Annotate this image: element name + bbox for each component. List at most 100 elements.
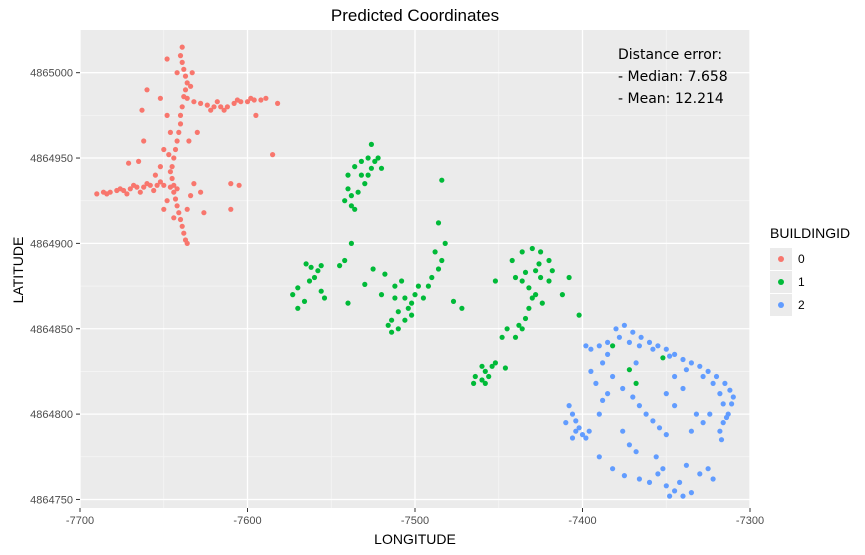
point-building-0	[179, 104, 185, 110]
point-building-2	[596, 454, 602, 460]
point-building-0	[164, 112, 170, 118]
point-building-2	[620, 428, 626, 434]
point-building-0	[182, 87, 189, 93]
point-building-0	[171, 155, 177, 161]
point-building-1	[368, 141, 374, 147]
point-building-2	[723, 414, 730, 421]
point-building-0	[171, 189, 177, 195]
point-building-1	[522, 269, 529, 275]
point-building-2	[688, 360, 695, 366]
y-tick-label: 4864750	[30, 494, 73, 506]
point-building-0	[174, 186, 180, 192]
legend-key-1	[770, 270, 792, 293]
legend-title: BUILDINGID	[770, 225, 851, 241]
point-building-1	[382, 271, 388, 277]
annotation-line-heading: Distance error:	[618, 47, 723, 63]
y-tick-label: 4864850	[30, 324, 73, 336]
point-building-0	[186, 138, 192, 144]
point-building-0	[176, 129, 182, 135]
point-building-0	[141, 184, 147, 190]
point-building-0	[167, 169, 173, 175]
point-building-2	[621, 322, 628, 328]
point-building-2	[613, 326, 619, 332]
point-building-0	[236, 182, 242, 188]
point-building-0	[191, 99, 197, 105]
point-building-0	[181, 230, 187, 236]
axis-tick-labels: -7700 -7600 -7500 -7400 -7300 4864750 4864800 4…	[30, 68, 764, 527]
point-building-0	[139, 107, 145, 113]
point-building-0	[157, 164, 163, 170]
legend-label-0: 0	[798, 251, 805, 266]
legend-item-1: 1	[770, 270, 850, 293]
point-building-2	[680, 493, 686, 499]
point-building-0	[198, 189, 204, 195]
axis-ticks	[76, 72, 751, 512]
point-building-2	[583, 435, 589, 441]
point-building-2	[566, 403, 572, 409]
x-tick-label: -7500	[401, 515, 429, 527]
point-building-2	[720, 401, 726, 407]
point-building-1	[375, 155, 381, 161]
point-building-0	[208, 107, 214, 113]
point-building-1	[435, 220, 442, 226]
point-building-1	[315, 268, 321, 274]
point-building-2	[672, 488, 678, 494]
point-building-1	[402, 317, 408, 323]
point-building-0	[275, 100, 281, 106]
point-building-2	[718, 437, 725, 443]
point-building-2	[605, 351, 611, 357]
point-building-0	[137, 189, 143, 195]
point-building-0	[104, 191, 110, 197]
point-building-2	[583, 343, 589, 349]
point-building-0	[161, 206, 167, 212]
point-building-2	[630, 329, 636, 335]
point-building-1	[378, 292, 385, 298]
point-building-2	[667, 493, 673, 499]
point-building-0	[174, 70, 180, 76]
point-building-1	[549, 268, 555, 274]
point-building-1	[295, 305, 301, 311]
major-gridlines	[79, 30, 751, 508]
point-building-2	[700, 373, 706, 380]
point-building-2	[638, 334, 644, 340]
point-building-0	[228, 181, 234, 187]
point-building-1	[345, 172, 351, 178]
point-building-1	[345, 186, 351, 192]
point-building-2	[717, 391, 723, 397]
point-building-1	[546, 257, 552, 264]
point-building-1	[522, 315, 529, 322]
point-building-1	[492, 278, 498, 284]
point-building-1	[420, 295, 426, 301]
point-building-2	[653, 454, 659, 460]
point-building-1	[409, 312, 415, 318]
point-building-1	[486, 373, 492, 380]
point-building-2	[655, 343, 661, 349]
point-building-0	[174, 203, 180, 209]
point-building-1	[301, 298, 308, 304]
point-building-0	[181, 94, 187, 100]
point-building-1	[439, 177, 445, 183]
point-building-1	[472, 373, 478, 380]
point-building-0	[179, 59, 185, 65]
point-building-0	[144, 87, 150, 93]
point-building-1	[295, 285, 301, 291]
y-tick-label: 4865000	[30, 68, 73, 80]
point-building-1	[348, 240, 354, 246]
point-building-2	[573, 428, 579, 434]
point-building-1	[290, 292, 296, 298]
point-building-2	[663, 391, 669, 397]
x-tick-label: -7300	[736, 515, 764, 527]
point-building-1	[389, 317, 395, 323]
legend-key-0	[770, 247, 792, 270]
point-building-1	[392, 295, 398, 301]
point-building-0	[182, 73, 189, 79]
annotation-line-mean: - Mean: 12.214	[618, 91, 724, 107]
point-building-0	[171, 182, 177, 188]
legend-label-1: 1	[798, 274, 805, 289]
point-building-1	[526, 285, 532, 291]
point-building-2	[660, 466, 666, 472]
point-building-0	[136, 158, 142, 164]
point-building-2	[646, 479, 653, 485]
point-building-2	[729, 401, 735, 407]
y-tick-label: 4864950	[30, 153, 73, 165]
